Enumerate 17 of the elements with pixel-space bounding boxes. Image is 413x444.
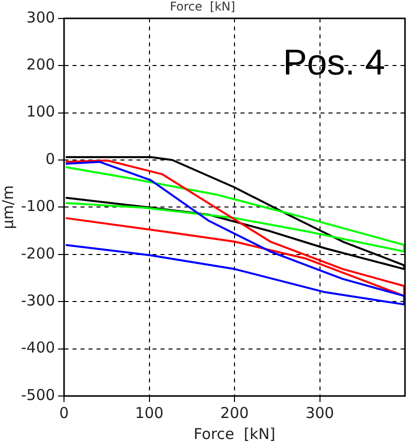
x-axis-title: Force [kN] — [194, 424, 276, 443]
x-tick-label: 100 — [134, 404, 164, 422]
y-tick-label: -400 — [20, 338, 56, 357]
chart-title: Force [kN] — [170, 0, 236, 14]
y-tick-label: 0 — [45, 150, 56, 168]
y-tick-label: 200 — [26, 55, 56, 74]
annotation: Pos. 4 — [282, 41, 385, 82]
y-tick-label: 100 — [26, 102, 56, 121]
y-tick-label: -200 — [20, 244, 56, 262]
y-tick-label: -300 — [20, 291, 56, 310]
y-tick-label: -500 — [20, 386, 56, 404]
y-tick-label: -100 — [20, 197, 56, 216]
x-tick-label: 200 — [220, 404, 249, 422]
y-tick-label: 300 — [26, 8, 56, 26]
x-tick-label: 300 — [305, 404, 334, 422]
y-axis-title: µm/m — [0, 185, 17, 230]
x-tick-label: 0 — [59, 404, 69, 422]
